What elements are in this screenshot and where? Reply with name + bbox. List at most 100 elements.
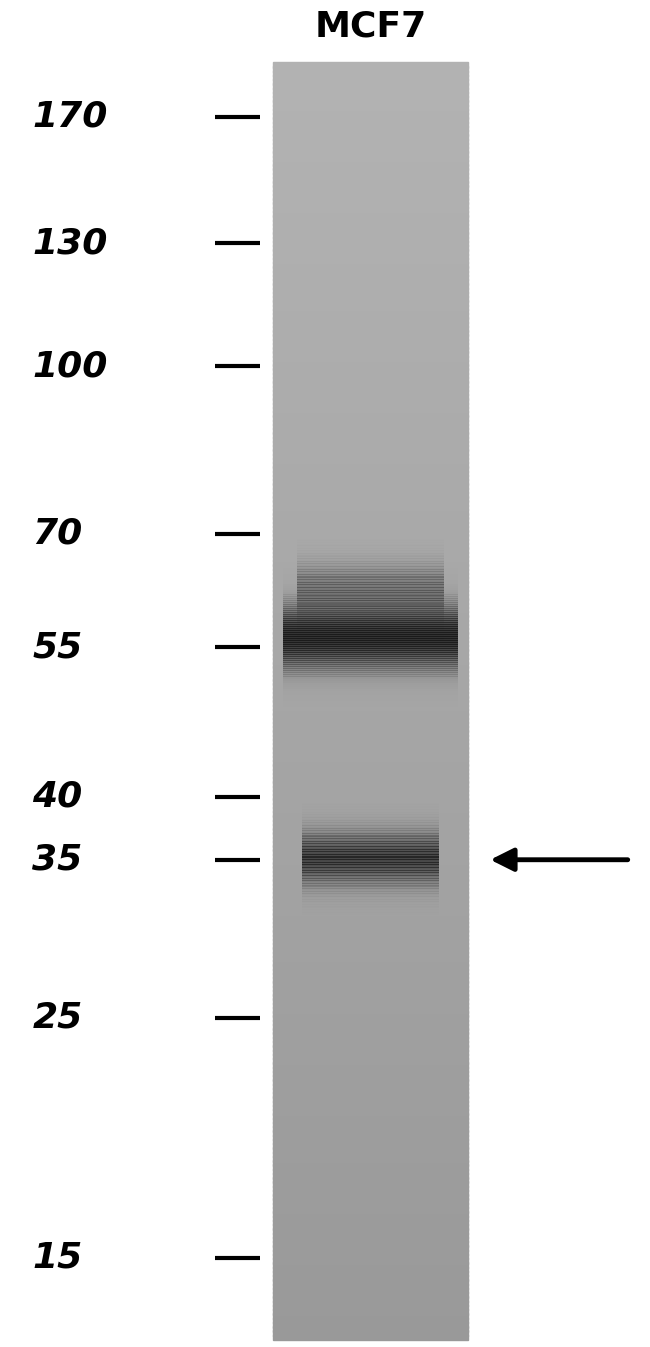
Bar xyxy=(273,198,468,203)
Bar xyxy=(302,908,439,909)
Bar xyxy=(298,571,443,574)
Bar xyxy=(298,541,443,544)
Bar xyxy=(273,931,468,936)
Bar xyxy=(283,652,458,655)
Bar xyxy=(273,909,468,915)
Bar xyxy=(273,1220,468,1226)
Bar xyxy=(302,831,439,834)
Bar xyxy=(298,595,443,598)
Bar xyxy=(283,680,458,683)
Bar xyxy=(273,1207,468,1212)
Bar xyxy=(273,884,468,889)
Bar xyxy=(298,564,443,567)
Bar xyxy=(273,1189,468,1196)
Bar xyxy=(283,607,458,610)
Bar xyxy=(273,1215,468,1222)
Bar xyxy=(273,781,468,787)
Bar xyxy=(273,769,468,775)
Bar xyxy=(302,890,439,892)
Bar xyxy=(302,900,439,901)
Bar xyxy=(273,1071,468,1076)
Bar xyxy=(273,348,468,353)
Bar xyxy=(273,1067,468,1072)
Bar xyxy=(273,415,468,420)
Bar xyxy=(302,836,439,839)
Bar xyxy=(273,1008,468,1013)
Bar xyxy=(283,626,458,629)
Bar xyxy=(273,113,468,119)
Bar xyxy=(273,824,468,830)
Bar xyxy=(273,543,468,548)
Bar xyxy=(302,843,439,845)
Bar xyxy=(273,428,468,434)
Bar xyxy=(273,547,468,552)
Bar xyxy=(273,343,468,349)
Bar xyxy=(273,271,468,276)
Bar xyxy=(273,505,468,511)
Bar xyxy=(283,667,458,669)
Bar xyxy=(283,659,458,661)
Bar xyxy=(273,1258,468,1263)
Bar xyxy=(298,605,443,607)
Bar xyxy=(283,700,458,703)
Bar xyxy=(273,688,468,694)
Bar xyxy=(273,313,468,319)
Bar xyxy=(273,480,468,485)
Bar xyxy=(273,956,468,962)
Bar xyxy=(298,643,443,644)
Bar xyxy=(283,630,458,633)
Bar xyxy=(273,709,468,715)
Bar xyxy=(273,637,468,643)
Bar xyxy=(273,1020,468,1025)
Bar xyxy=(298,575,443,578)
Bar xyxy=(273,773,468,779)
Bar xyxy=(273,164,468,170)
Bar xyxy=(283,587,458,590)
Bar xyxy=(273,249,468,255)
Bar xyxy=(273,927,468,932)
Bar xyxy=(273,300,468,306)
Bar xyxy=(273,202,468,207)
Bar xyxy=(273,1173,468,1179)
Bar xyxy=(273,828,468,834)
Bar xyxy=(273,267,468,272)
Bar xyxy=(273,139,468,144)
Bar xyxy=(302,811,439,814)
Bar xyxy=(273,1114,468,1119)
Bar xyxy=(273,364,468,370)
Bar xyxy=(273,696,468,702)
Bar xyxy=(283,614,458,617)
Bar xyxy=(283,610,458,613)
Bar xyxy=(273,513,468,519)
Bar xyxy=(302,854,439,857)
Bar xyxy=(273,245,468,251)
Bar xyxy=(298,562,443,563)
Bar xyxy=(273,237,468,242)
Bar xyxy=(273,628,468,633)
Bar xyxy=(273,241,468,247)
Bar xyxy=(298,578,443,579)
Bar xyxy=(273,1016,468,1021)
Bar xyxy=(273,232,468,238)
Bar xyxy=(273,1233,468,1238)
Bar xyxy=(302,866,439,867)
Bar xyxy=(273,1105,468,1110)
Bar xyxy=(283,624,458,626)
Bar xyxy=(283,717,458,719)
Bar xyxy=(283,663,458,665)
Bar xyxy=(283,672,458,675)
Bar xyxy=(273,866,468,872)
Bar xyxy=(283,709,458,711)
Bar xyxy=(273,1284,468,1289)
Bar xyxy=(273,308,468,314)
Bar xyxy=(298,618,443,620)
Bar xyxy=(302,834,439,835)
Bar xyxy=(273,752,468,757)
Bar xyxy=(273,811,468,816)
Bar xyxy=(273,799,468,804)
Bar xyxy=(298,581,443,583)
Bar xyxy=(273,748,468,753)
Bar xyxy=(273,982,468,987)
Bar xyxy=(273,1335,468,1340)
Bar xyxy=(273,1049,468,1055)
